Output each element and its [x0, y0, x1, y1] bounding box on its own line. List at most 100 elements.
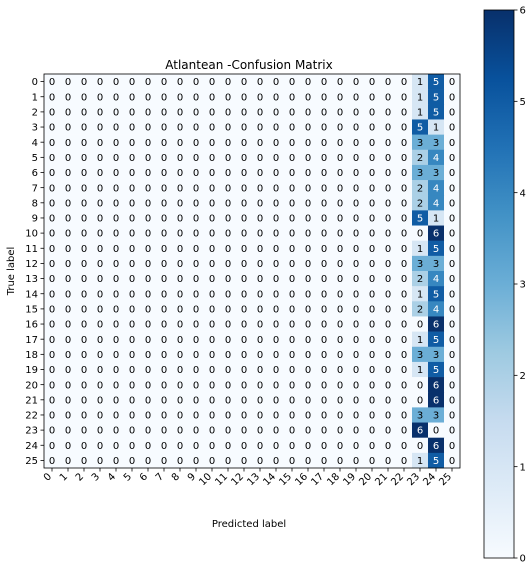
heatmap-cell [316, 422, 333, 438]
heatmap-cell [396, 225, 413, 241]
cell-value-label: 0 [65, 123, 71, 134]
heatmap-cell [396, 164, 413, 181]
heatmap-cell [108, 180, 125, 196]
heatmap-cell [428, 286, 445, 302]
heatmap-cell [428, 164, 445, 181]
cell-value-label: 0 [177, 183, 183, 194]
heatmap-cell [380, 195, 397, 211]
cell-value-label: 1 [433, 123, 439, 134]
heatmap-cell [268, 377, 285, 393]
heatmap-cell [268, 286, 285, 302]
cell-value-label: 0 [449, 77, 455, 88]
cell-value-label: 3 [433, 259, 439, 270]
heatmap-cell [252, 346, 269, 363]
cell-value-label: 0 [113, 77, 119, 88]
heatmap-cell [284, 377, 301, 393]
cell-value-label: 0 [321, 77, 327, 88]
cell-value-label: 0 [305, 77, 311, 88]
cell-value-label: 0 [193, 395, 199, 406]
cell-value-label: 0 [49, 244, 55, 255]
cell-value-label: 0 [241, 107, 247, 118]
heatmap-cell [412, 301, 429, 317]
cell-value-label: 0 [49, 411, 55, 422]
cell-value-label: 0 [97, 350, 103, 361]
y-tick-label: 21 [25, 395, 38, 406]
heatmap-cell [412, 361, 429, 378]
heatmap-cell [412, 164, 429, 181]
y-tick-label: 13 [25, 274, 38, 285]
cell-value-label: 6 [433, 395, 439, 406]
heatmap-cell [348, 316, 365, 332]
cell-value-label: 0 [193, 198, 199, 209]
heatmap-cell [124, 316, 141, 332]
cell-value-label: 0 [321, 456, 327, 467]
x-tick-label: 20 [357, 471, 374, 488]
cell-value-label: 0 [257, 395, 263, 406]
x-tick-label: 8 [170, 471, 182, 483]
cell-value-label: 0 [337, 289, 343, 300]
heatmap-cell [140, 119, 157, 135]
heatmap-cell [108, 437, 125, 454]
cell-value-label: 0 [289, 320, 295, 331]
y-tick-label: 2 [32, 107, 38, 118]
heatmap-cell [172, 89, 189, 105]
heatmap-cell [316, 89, 333, 105]
cell-value-label: 0 [305, 274, 311, 285]
heatmap-cell [76, 255, 93, 272]
x-tick-label: 24 [421, 471, 438, 488]
heatmap-cell [252, 271, 269, 287]
cell-value-label: 0 [353, 153, 359, 164]
heatmap-cell [156, 195, 173, 211]
cell-value-label: 0 [449, 395, 455, 406]
heatmap-cell [412, 210, 429, 226]
cell-value-label: 0 [225, 335, 231, 346]
cell-value-label: 0 [49, 304, 55, 315]
cell-value-label: 0 [369, 274, 375, 285]
cell-value-label: 0 [49, 456, 55, 467]
heatmap-cell [348, 422, 365, 438]
cell-value-label: 0 [305, 411, 311, 422]
heatmap-cell [60, 452, 77, 469]
heatmap-cell [204, 149, 221, 166]
heatmap-cell [124, 225, 141, 241]
heatmap-cell [284, 164, 301, 181]
cell-value-label: 3 [417, 138, 423, 149]
x-tick-label: 22 [389, 471, 406, 488]
heatmap-cell [380, 422, 397, 438]
cell-value-label: 0 [321, 411, 327, 422]
cell-value-label: 0 [369, 123, 375, 134]
cell-value-label: 0 [81, 229, 87, 240]
heatmap-cell [220, 422, 237, 438]
cell-value-label: 0 [97, 289, 103, 300]
heatmap-cell [76, 134, 93, 151]
cell-value-label: 0 [177, 153, 183, 164]
cell-value-label: 0 [225, 214, 231, 225]
cell-value-label: 0 [161, 244, 167, 255]
cell-value-label: 0 [81, 274, 87, 285]
heatmap-cell [92, 286, 109, 302]
heatmap-cell [44, 361, 61, 378]
heatmap-cell [140, 89, 157, 105]
cell-value-label: 0 [385, 229, 391, 240]
heatmap-cell [428, 392, 445, 408]
heatmap-cell [140, 195, 157, 211]
heatmap-cell [364, 392, 381, 408]
cell-value-label: 0 [273, 441, 279, 452]
cell-value-label: 0 [273, 335, 279, 346]
heatmap-cell [44, 240, 61, 257]
cell-value-label: 0 [113, 350, 119, 361]
cell-value-label: 0 [337, 441, 343, 452]
heatmap-cell [140, 164, 157, 181]
heatmap-cell [220, 180, 237, 196]
cell-value-label: 0 [449, 350, 455, 361]
heatmap-cell [252, 301, 269, 317]
heatmap-cell [300, 437, 317, 454]
cell-value-label: 0 [225, 411, 231, 422]
cell-value-label: 0 [129, 183, 135, 194]
heatmap-cell [220, 134, 237, 151]
cell-value-label: 0 [337, 77, 343, 88]
heatmap-cell [76, 195, 93, 211]
heatmap-cell [332, 119, 349, 135]
heatmap-cell [92, 225, 109, 241]
cell-value-label: 0 [49, 289, 55, 300]
